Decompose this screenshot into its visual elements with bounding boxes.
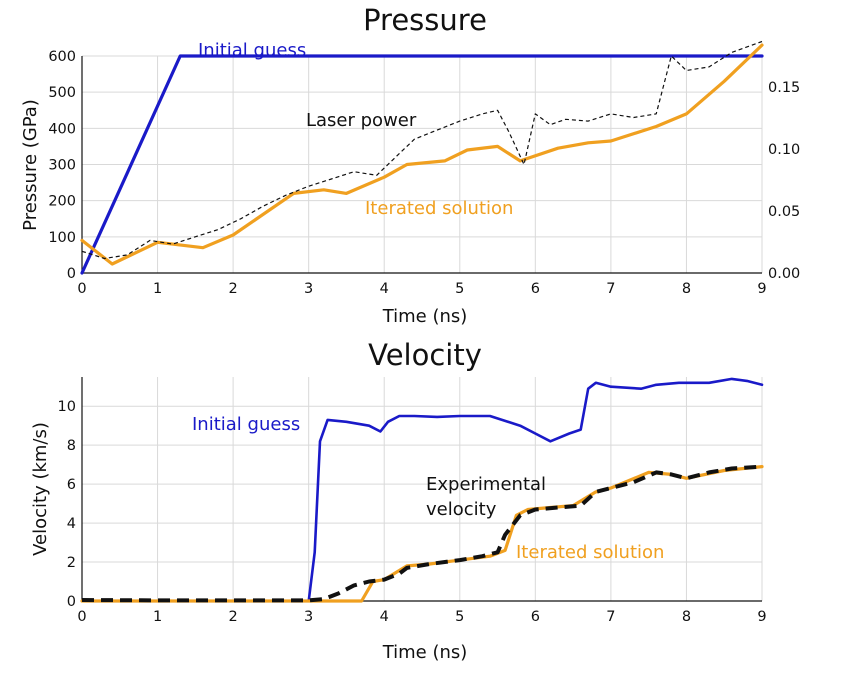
velocity-initial-guess-label: Initial guess bbox=[192, 414, 300, 435]
series-line-initial-guess bbox=[80, 54, 764, 275]
x-tick-label: 3 bbox=[304, 281, 313, 297]
y2-tick-label: 0.05 bbox=[768, 204, 800, 220]
x-tick-label: 2 bbox=[228, 609, 237, 625]
velocity-experimental-label-line1: Experimental bbox=[426, 474, 546, 495]
pressure-initial-guess-label: Initial guess bbox=[198, 40, 306, 61]
y-tick-label: 6 bbox=[67, 477, 76, 493]
y2-tick-label: 0.10 bbox=[768, 142, 800, 158]
pressure-laser-power-label: Laser power bbox=[306, 110, 417, 131]
y-tick-label: 8 bbox=[67, 438, 76, 454]
x-tick-label: 8 bbox=[682, 609, 691, 625]
pressure-y-label: Pressure (GPa) bbox=[20, 99, 41, 231]
x-tick-label: 6 bbox=[531, 609, 540, 625]
x-tick-label: 9 bbox=[757, 609, 766, 625]
x-tick-label: 1 bbox=[153, 609, 162, 625]
velocity-experimental-label: Experimental velocity bbox=[426, 474, 552, 520]
x-tick-label: 0 bbox=[77, 609, 86, 625]
velocity-iterated-solution-label: Iterated solution bbox=[516, 542, 664, 563]
velocity-panel: Velocity 0 1 2 3 4 5 6 7 8 9 0 2 4 6 8 10 Time (ns) Ve… bbox=[30, 338, 767, 663]
velocity-y-label: Velocity (km/s) bbox=[30, 422, 51, 556]
y-tick-label: 300 bbox=[48, 158, 76, 174]
y-tick-label: 4 bbox=[67, 516, 76, 532]
series-line-experimental-velocity bbox=[81, 464, 763, 603]
velocity-x-label: Time (ns) bbox=[382, 642, 468, 663]
x-tick-label: 4 bbox=[380, 609, 389, 625]
pressure-title: Pressure bbox=[363, 3, 487, 37]
series-line-laser-power bbox=[81, 40, 763, 260]
y-tick-label: 200 bbox=[48, 194, 76, 210]
x-tick-label: 9 bbox=[757, 281, 766, 297]
x-tick-label: 8 bbox=[682, 281, 691, 297]
velocity-experimental-label-line2: velocity bbox=[426, 499, 497, 520]
y-tick-label: 100 bbox=[48, 230, 76, 246]
x-tick-label: 7 bbox=[606, 609, 615, 625]
velocity-title: Velocity bbox=[368, 338, 482, 372]
y-tick-label: 10 bbox=[58, 399, 76, 415]
y-tick-label: 0 bbox=[67, 266, 76, 282]
y-tick-label: 600 bbox=[48, 49, 76, 65]
series-line-iterated-solution bbox=[80, 43, 764, 266]
y-tick-label: 0 bbox=[67, 594, 76, 610]
x-tick-label: 6 bbox=[531, 281, 540, 297]
x-tick-label: 5 bbox=[455, 281, 464, 297]
y2-tick-label: 0.00 bbox=[768, 266, 800, 282]
x-tick-label: 2 bbox=[228, 281, 237, 297]
y-tick-label: 400 bbox=[48, 121, 76, 137]
x-tick-label: 1 bbox=[153, 281, 162, 297]
x-tick-label: 4 bbox=[380, 281, 389, 297]
pressure-x-label: Time (ns) bbox=[382, 306, 468, 327]
series-line-initial-guess bbox=[80, 377, 764, 603]
x-tick-label: 7 bbox=[606, 281, 615, 297]
y2-tick-label: 0.15 bbox=[768, 80, 800, 96]
x-tick-label: 3 bbox=[304, 609, 313, 625]
y-tick-label: 2 bbox=[67, 555, 76, 571]
y-tick-label: 500 bbox=[48, 85, 76, 101]
x-tick-label: 5 bbox=[455, 609, 464, 625]
x-tick-label: 0 bbox=[77, 281, 86, 297]
pressure-iterated-solution-label: Iterated solution bbox=[365, 198, 513, 219]
series-line-iterated-solution bbox=[80, 465, 764, 603]
